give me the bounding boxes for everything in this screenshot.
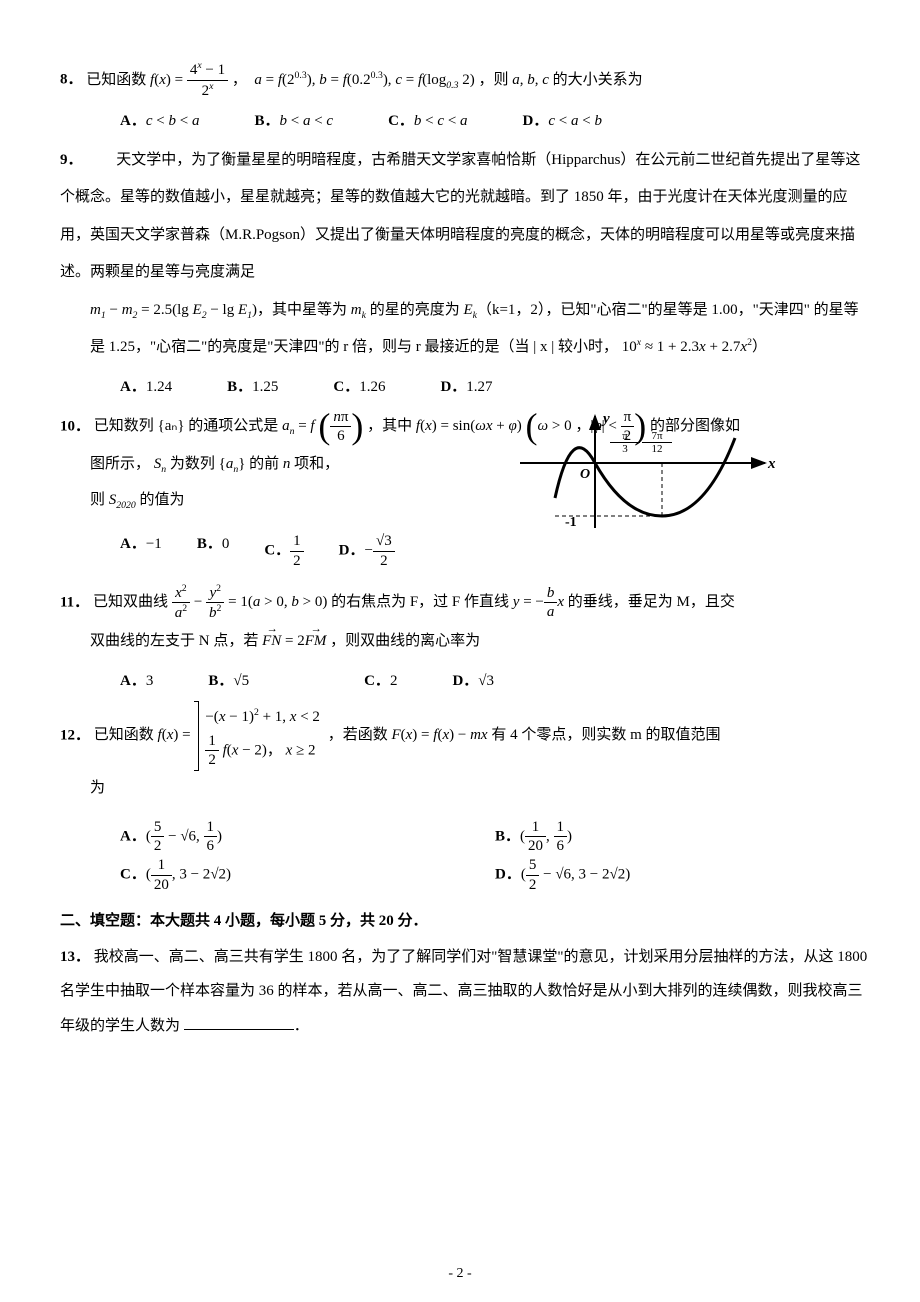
q8-frac: 4x − 1 2x (187, 60, 228, 101)
question-8: 8． 已知函数 f(x) = 4x − 1 2x ， a = f(20.3), … (60, 60, 870, 130)
q12-opt-b: B．(120, 16) (495, 818, 870, 857)
question-12: 12． 已知函数 f(x) = −(x − 1)2 + 1, x < 2 12 … (60, 702, 870, 895)
q12-options: A．(52 − √6, 16) B．(120, 16) C．(120, 3 − … (120, 818, 870, 895)
q10-l2a: 图所示， (90, 456, 150, 472)
q10-options: A．−1 B．0 C．12 D．−√32 (120, 532, 870, 571)
q10-t2: ，其中 (367, 418, 416, 434)
q9-p3: 的星的亮度为 (366, 302, 464, 318)
q13-text: 我校高一、高二、高三共有学生 1800 名，为了了解同学们对"智慧课堂"的意见，… (60, 949, 867, 1034)
piecewise-brace: −(x − 1)2 + 1, x < 2 12 f(x − 2)， x ≥ 2 (198, 702, 320, 771)
q13-number: 13． (60, 949, 90, 965)
y-label: y (601, 411, 610, 427)
q11-t1: 已知双曲线 (93, 594, 172, 610)
sine-graph: y x O -1 π3 7π12 (510, 408, 780, 538)
q11-t4: 双曲线的左支于 N 点，若 (90, 633, 262, 649)
q8-t1: ， (232, 72, 247, 88)
x-label: x (767, 456, 776, 472)
q9-para-block: m1 − m2 = 2.5(lg E2 − lg E1)，其中星等为 mk 的星… (90, 292, 870, 367)
q8-opt-c: C．b < c < a (388, 109, 467, 130)
q9-opt-a: A．1.24 (120, 375, 172, 396)
q9-opt-c: C．1.26 (333, 375, 385, 396)
q12-number: 12． (60, 727, 90, 743)
q9-opt-b: B．1.25 (227, 375, 278, 396)
q11-t2: 的右焦点为 F，过 F 作直线 (331, 594, 513, 610)
question-11: 11． 已知双曲线 x2a2 − y2b2 = 1(a > 0, b > 0) … (60, 583, 870, 690)
q8-options: A．c < b < a B．b < a < c C．b < c < a D．c … (120, 109, 870, 130)
q11-opt-b: B．√5 (208, 669, 249, 690)
q12-opt-d: D．(52 − √6, 3 − 2√2) (495, 856, 870, 895)
q12-opt-c: C．(120, 3 − 2√2) (120, 856, 495, 895)
q11-opt-d: D．√3 (452, 669, 494, 690)
q9A: 1.24 (146, 379, 172, 395)
q9D: 1.27 (466, 379, 492, 395)
q9B: 1.25 (252, 379, 278, 395)
q11-opt-c: C．2 (364, 669, 397, 690)
question-9: 9． 天文学中，为了衡量星星的明暗程度，古希腊天文学家喜帕恰斯（Hipparch… (60, 142, 870, 396)
q8-opt-d: D．c < a < b (523, 109, 602, 130)
q9-options: A．1.24 B．1.25 C．1.26 D．1.27 (120, 375, 870, 396)
q8-t3: 的大小关系为 (553, 72, 643, 88)
page-number: - 2 - (0, 1266, 920, 1282)
q8-opt-b: B．b < a < c (254, 109, 333, 130)
q8-t2: ，则 (478, 72, 512, 88)
q11-t5: ，则双曲线的离心率为 (330, 633, 480, 649)
q9-p1: 天文学中，为了衡量星星的明暗程度，古希腊天文学家喜帕恰斯（Hipparchus）… (60, 152, 860, 281)
q13-t: 我校高一、高二、高三共有学生 1800 名，为了了解同学们对"智慧课堂"的意见，… (60, 949, 867, 1034)
q9-p2: ，其中星等为 (257, 302, 351, 318)
q10-opt-d: D．−√32 (339, 532, 395, 571)
q10-t1: 已知数列 {aₙ} 的通项公式是 (94, 418, 282, 434)
q10-opt-a: A．−1 (120, 532, 162, 571)
q10-opt-b: B．0 (197, 532, 230, 571)
q12-t3: 有 4 个零点，则实数 m 的取值范围 (491, 727, 720, 743)
q11-text: 已知双曲线 x2a2 − y2b2 = 1(a > 0, b > 0) 的右焦点… (93, 594, 735, 610)
q9-p5: ） (752, 339, 767, 355)
q10-number: 10． (60, 418, 90, 434)
q12-opt-a: A．(52 − √6, 16) (120, 818, 495, 857)
question-10: 10． 已知数列 {aₙ} 的通项公式是 an = f (nπ6) ，其中 f(… (60, 408, 870, 571)
q10-opt-c: C．12 (264, 532, 303, 571)
q12-t1: 已知函数 (94, 727, 158, 743)
q11-number: 11． (60, 594, 89, 610)
q8-func: f (150, 72, 154, 88)
q8-opt-a: A．c < b < a (120, 109, 199, 130)
q8-text: 已知函数 f(x) = 4x − 1 2x ， a = f(20.3), b =… (86, 72, 642, 88)
q12-tail: 为 (90, 770, 870, 808)
q9-text: 天文学中，为了衡量星星的明暗程度，古希腊天文学家喜帕恰斯（Hipparchus）… (60, 152, 860, 281)
q8-t0: 已知函数 (86, 72, 150, 88)
neg-one-label: -1 (565, 515, 577, 530)
question-13: 13． 我校高一、高二、高三共有学生 1800 名，为了了解同学们对"智慧课堂"… (60, 940, 870, 1044)
q9-number: 9． (60, 152, 83, 168)
q8-number: 8． (60, 72, 83, 88)
section-2-header: 二、填空题：本大题共 4 小题，每小题 5 分，共 20 分． (60, 909, 870, 930)
q11-line2: 双曲线的左支于 N 点，若 FN = 2FM ，则双曲线的离心率为 (90, 623, 870, 661)
origin-label: O (580, 467, 590, 482)
q9C: 1.26 (359, 379, 385, 395)
q9-opt-d: D．1.27 (440, 375, 492, 396)
fill-blank (184, 1015, 294, 1030)
q12-t2: ，若函数 (328, 727, 392, 743)
q11-opt-a: A．3 (120, 669, 153, 690)
q12-text: 已知函数 f(x) = −(x − 1)2 + 1, x < 2 12 f(x … (94, 727, 721, 743)
q11-options: A．3 B．√5 C．2 D．√3 (120, 669, 870, 690)
q11-t3: 的垂线，垂足为 M，且交 (568, 594, 735, 610)
